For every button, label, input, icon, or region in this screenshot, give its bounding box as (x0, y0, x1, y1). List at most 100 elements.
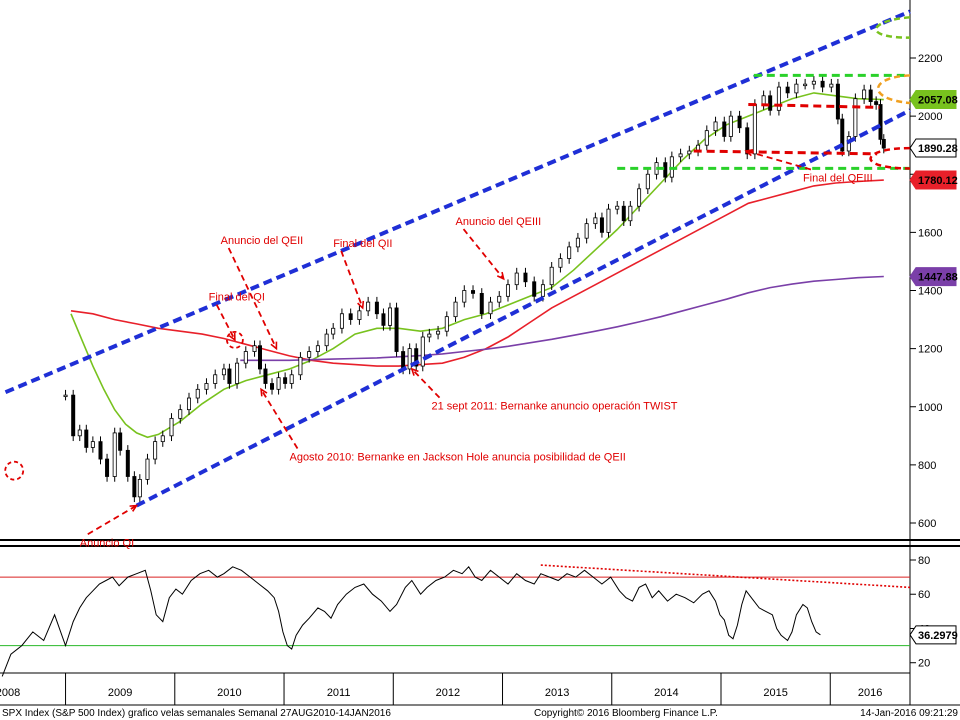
price-candle-body (84, 429, 89, 448)
price-candle-body (401, 351, 406, 370)
price-candle-body (637, 188, 642, 207)
rsi-tick-label: 60 (918, 589, 930, 601)
badge-shape (909, 90, 957, 110)
price-candle-body (488, 301, 493, 315)
badge-shape (909, 625, 957, 645)
annotation-arrow (745, 150, 812, 171)
support-line (693, 149, 878, 156)
badge-label: 1447.88 (918, 272, 958, 284)
price-candle-body (387, 307, 392, 326)
price-candle-body (471, 290, 476, 294)
badge-shape (909, 138, 957, 158)
price-candle-body (737, 115, 742, 129)
price-candle-body (112, 432, 117, 477)
price-candle-body (252, 345, 257, 352)
annotation-arrowhead (270, 341, 278, 351)
price-candle-body (77, 429, 82, 437)
price-candle-body (235, 362, 240, 384)
price-candle-body (436, 330, 441, 335)
x-axis: 2008 2009 2010 2011 2012 2013 2014 2015 2016 (0, 672, 910, 699)
x-tick-label: 2010 (217, 687, 241, 699)
price-candle-body (558, 258, 563, 268)
rsi-trendline (540, 564, 911, 589)
annotation-arrowhead (496, 271, 505, 281)
price-candle-body (407, 348, 412, 370)
price-candle-body (584, 223, 589, 239)
x-tick-label: 2011 (327, 687, 351, 699)
annotation-arrowhead (260, 387, 268, 397)
price-candle-body (276, 377, 281, 390)
channel-lower-line (135, 108, 911, 508)
annotation-arrow (340, 250, 364, 309)
price-candle-body (324, 333, 329, 347)
price-candle-body (227, 368, 232, 384)
price-candle-body (427, 333, 432, 338)
target-orange-ellipse (876, 74, 911, 105)
price-candle-body (862, 89, 867, 100)
x-tick-label: 2008 (0, 687, 20, 699)
price-candle-body (132, 476, 137, 498)
x-tick-label: 2016 (858, 687, 882, 699)
price-candle-body (621, 205, 626, 222)
x-tick-label: 2015 (763, 687, 787, 699)
annotation-arrow (215, 304, 236, 341)
badge-label: 1890.28 (918, 143, 958, 155)
x-tick-label: 2014 (654, 687, 678, 699)
price-candle-body (599, 217, 604, 233)
price-candle-body (811, 80, 816, 85)
pivot-marker (4, 460, 25, 481)
price-value-badge: 1890.28 (909, 138, 958, 158)
price-candle-body (785, 86, 790, 94)
price-candle-body (722, 121, 727, 137)
price-candle-body (835, 83, 840, 120)
price-candle-body (453, 301, 458, 318)
price-candle-body (820, 80, 825, 88)
annotation-arrowhead (357, 300, 365, 310)
annotation-label: Final del QEIII (803, 173, 873, 185)
price-candle-body (204, 383, 209, 390)
price-candle-body (153, 441, 158, 460)
price-candle-body (704, 130, 709, 146)
price-candle-body (745, 127, 750, 155)
annotation-arrow (462, 228, 505, 280)
badge-label: 1780.12 (918, 175, 958, 187)
price-candle-body (575, 237, 580, 248)
annotation-arrowhead (410, 367, 419, 376)
price-candle-body (339, 313, 344, 329)
annotation-arrow (260, 388, 299, 449)
price-candle-body (348, 313, 353, 320)
price-candle-body (540, 284, 545, 297)
rsi-tick-label: 80 (918, 555, 930, 567)
y-tick-label: 1000 (918, 402, 942, 414)
price-candle-body (462, 290, 467, 303)
price-candle-body (523, 272, 528, 283)
price-layer (63, 76, 886, 503)
price-candle-body (289, 374, 294, 384)
annotation-label: Anuncio del QEIII (456, 216, 542, 228)
annotation-label: 21 sept 2011: Bernanke anuncio operación… (432, 401, 678, 413)
badge-shape (909, 170, 957, 190)
annotation-label: Anuncio del QEII (221, 235, 304, 247)
annotation-arrow (227, 247, 278, 350)
badge-label: 36.2979 (918, 630, 958, 642)
y-tick-label: 2200 (918, 53, 942, 65)
x-tick-label: 2013 (545, 687, 569, 699)
trend-layer (4, 9, 911, 508)
price-candle-body (394, 307, 399, 352)
price-candle-body (829, 83, 834, 88)
badge-shape (909, 267, 957, 287)
rsi-value-badge: 36.2979 (909, 625, 958, 645)
price-candle-body (221, 368, 226, 376)
price-value-badge: 1447.88 (909, 267, 958, 287)
y-tick-label: 2000 (918, 111, 942, 123)
annotation-arrowhead (228, 332, 236, 342)
price-candle-body (145, 458, 150, 480)
price-candle-body (270, 383, 275, 390)
price-candle-body (505, 284, 510, 297)
price-candle-body (98, 441, 103, 460)
price-candle-body (169, 417, 174, 437)
price-candle-body (137, 479, 142, 498)
price-value-badge: 1780.12 (909, 170, 958, 190)
footer-left-text: SPX Index (S&P 500 Index) grafico velas … (2, 708, 391, 719)
price-candle-body (497, 295, 502, 303)
